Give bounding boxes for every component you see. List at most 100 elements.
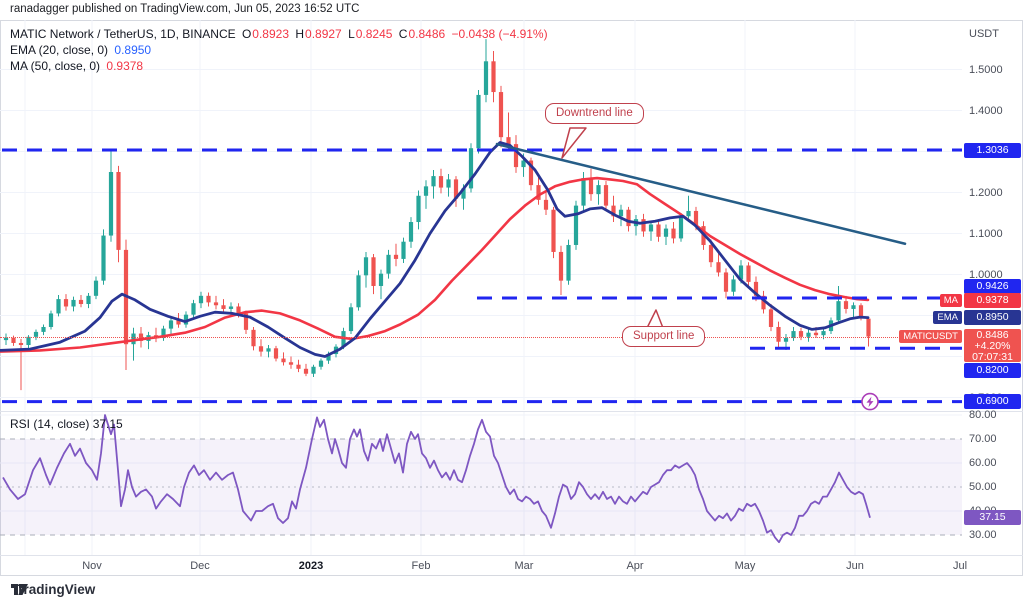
level-price-badge[interactable]: 0.9426 xyxy=(964,278,1021,294)
price-pane-chart[interactable] xyxy=(0,20,962,411)
ma-indicator-value: 0.9378 xyxy=(106,59,144,73)
candle-body xyxy=(423,186,429,196)
rsi-axis-tick: 70.00 xyxy=(969,433,997,445)
price-axis-tick: 1.0000 xyxy=(969,268,1003,281)
time-axis-label: Jun xyxy=(846,560,864,572)
candle-body xyxy=(836,301,841,321)
candle-body xyxy=(131,333,136,345)
symbol-legend[interactable]: MATIC Network / TetherUS, 1D, BINANCE O 0… xyxy=(10,26,551,74)
level-price-badge[interactable]: 0.8200 xyxy=(964,362,1021,378)
pane-separator[interactable] xyxy=(0,411,1023,412)
candle-body xyxy=(611,205,616,217)
candle-body xyxy=(296,364,301,369)
ohlc-high-label: H xyxy=(295,27,305,41)
rsi-pane-chart[interactable] xyxy=(0,412,962,556)
candle-body xyxy=(851,305,856,309)
time-axis-label: Mar xyxy=(514,560,534,572)
symbol-legend-row1: MATIC Network / TetherUS, 1D, BINANCE O0… xyxy=(10,26,551,42)
rsi-value-badge[interactable]: 37.15 xyxy=(964,510,1021,526)
candle-body xyxy=(528,160,534,186)
candle-body xyxy=(506,137,511,145)
candle-body xyxy=(761,295,766,310)
candle-body xyxy=(3,337,9,341)
candle-body xyxy=(656,224,661,237)
candle-body xyxy=(236,306,241,314)
ema-legend-row[interactable]: EMA (20, close, 0) 0.8950 xyxy=(10,42,551,58)
candle-body xyxy=(618,209,624,217)
candle-body xyxy=(326,354,331,361)
candle-body xyxy=(431,176,436,187)
candle-body xyxy=(746,265,751,282)
candle-body xyxy=(206,295,211,303)
symbol-chip-label: MATICUSDT xyxy=(899,330,962,344)
candle-body xyxy=(731,279,736,292)
candle-body xyxy=(551,209,556,252)
ema-indicator-label[interactable]: EMA (20, close, 0) xyxy=(10,43,109,57)
rsi-legend[interactable]: RSI (14, close) 37.15 xyxy=(10,417,123,431)
ma-indicator-label[interactable]: MA (50, close, 0) xyxy=(10,59,101,73)
current-price-line xyxy=(0,336,962,338)
time-axis-label: 2023 xyxy=(298,560,324,572)
candle-body xyxy=(191,303,196,315)
rsi-indicator-label[interactable]: RSI (14, close) xyxy=(10,417,90,431)
candle-body xyxy=(483,61,489,95)
candle-body xyxy=(251,329,256,347)
rsi-indicator-value: 37.15 xyxy=(92,417,123,431)
candle-body xyxy=(386,254,391,274)
ohlc-close-label: C xyxy=(398,27,408,41)
candle-body xyxy=(858,305,864,317)
ma50-line[interactable] xyxy=(0,176,870,353)
candle-body xyxy=(813,332,819,336)
symbol-title[interactable]: MATIC Network / TetherUS, 1D, BINANCE xyxy=(10,27,236,41)
lightning-bolt-glyph xyxy=(866,396,874,408)
candle-body xyxy=(348,307,354,332)
downtrend-trendline[interactable] xyxy=(495,142,907,246)
ma-value-badge[interactable]: 0.9378 xyxy=(964,292,1021,308)
ema-value-badge[interactable]: 0.8950 xyxy=(964,310,1021,326)
candle-body xyxy=(48,313,54,327)
price-axis-tick: 1.2000 xyxy=(969,186,1003,199)
candle-body xyxy=(221,305,226,309)
candle-body xyxy=(281,358,286,363)
candle-body xyxy=(671,228,676,239)
candle-body xyxy=(356,275,361,308)
ma-legend-row[interactable]: MA (50, close, 0) 0.9378 xyxy=(10,58,551,74)
ohlc-open-label: O xyxy=(241,27,252,41)
ema20-line[interactable] xyxy=(0,141,870,358)
flash-marker-icon[interactable] xyxy=(861,392,879,411)
level-price-badge[interactable]: 1.3036 xyxy=(964,142,1021,158)
ema-indicator-value: 0.8950 xyxy=(114,43,152,57)
current-price-badge[interactable]: 0.8486 +4.20% 07:07:31 xyxy=(964,328,1021,362)
candle-body xyxy=(393,254,399,259)
candle-body xyxy=(663,228,669,237)
level-price-badge[interactable]: 0.6900 xyxy=(964,394,1021,410)
time-axis[interactable]: Nov Dec 2023 Feb Mar Apr May Jun Jul xyxy=(0,556,967,576)
price-axis-tick: 1.4000 xyxy=(969,104,1003,117)
support-line-callout[interactable]: Support line xyxy=(622,326,706,347)
rsi-axis-tick: 30.00 xyxy=(969,529,997,541)
candle-body xyxy=(243,313,249,330)
rsi-axis-tick: 80.00 xyxy=(969,409,997,421)
rsi-line[interactable] xyxy=(2,414,871,544)
candle-body xyxy=(603,185,609,206)
candle-body xyxy=(116,172,121,250)
candle-body xyxy=(678,216,684,239)
downtrend-line-callout[interactable]: Downtrend line xyxy=(545,103,644,124)
candle-body xyxy=(56,299,61,314)
candle-body xyxy=(108,172,114,236)
candle-body xyxy=(566,244,571,281)
candle-body xyxy=(18,342,24,346)
candle-body xyxy=(783,338,789,342)
candle-body xyxy=(866,318,871,337)
candle-body xyxy=(843,301,849,309)
candle-body xyxy=(213,302,219,306)
time-axis-label: Apr xyxy=(626,560,644,572)
candle-body xyxy=(686,210,691,217)
candle-body xyxy=(161,328,166,339)
candle-body xyxy=(716,262,721,273)
price-axis[interactable]: USDT 1.50001.40001.20001.10001.00000.700… xyxy=(963,20,1024,555)
candle-body xyxy=(183,314,189,325)
price-axis-tick: 1.1000 xyxy=(969,227,1003,240)
timeaxis-separator xyxy=(0,555,1023,556)
candle-body xyxy=(101,235,106,281)
